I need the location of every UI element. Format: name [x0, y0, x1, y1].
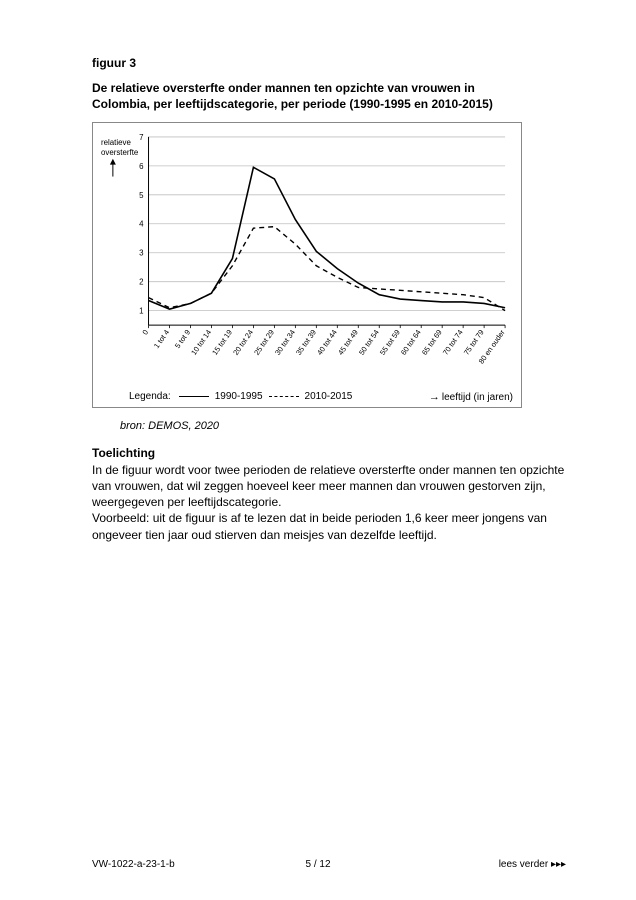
svg-text:3: 3 [139, 249, 144, 258]
figure-label: figuur 3 [92, 56, 566, 70]
footer-page-number: 5 / 12 [305, 859, 330, 870]
svg-text:relatieve: relatieve [101, 138, 131, 147]
legend-series-2: 2010-2015 [305, 391, 353, 402]
x-axis-label-text: leeftijd (in jaren) [442, 392, 513, 403]
svg-text:4: 4 [139, 220, 144, 229]
page: figuur 3 De relatieve oversterfte onder … [0, 0, 636, 900]
footer-arrows-icon: ▸▸▸ [551, 859, 566, 870]
svg-text:1: 1 [139, 307, 144, 316]
chart-legend: Legenda: 1990-1995 2010-2015 →leeftijd (… [99, 387, 515, 405]
svg-text:oversterfte: oversterfte [101, 148, 139, 157]
svg-text:5: 5 [139, 191, 144, 200]
svg-text:2: 2 [139, 278, 143, 287]
figure-title-line1: De relatieve oversterfte onder mannen te… [92, 81, 475, 95]
arrow-right-icon: → [429, 391, 440, 403]
legend-series-1: 1990-1995 [215, 391, 263, 402]
svg-text:7: 7 [139, 133, 143, 142]
footer-left: VW-1022-a-23-1-b [92, 859, 175, 870]
explanation-heading: Toelichting [92, 446, 566, 460]
figure-title-line2: Colombia, per leeftijdscategorie, per pe… [92, 97, 493, 111]
legend-swatch-dashed [269, 396, 299, 397]
explanation-body: In de figuur wordt voor twee perioden de… [92, 462, 566, 543]
figure-title: De relatieve oversterfte onder mannen te… [92, 80, 566, 112]
footer-right-text: lees verder [499, 859, 548, 870]
legend-swatch-solid [179, 396, 209, 397]
legend-label: Legenda: [129, 391, 171, 402]
line-chart: 123456701 tot 45 tot 910 tot 1415 tot 19… [99, 129, 515, 387]
footer-right: lees verder ▸▸▸ [499, 859, 566, 870]
chart-container: 123456701 tot 45 tot 910 tot 1415 tot 19… [92, 122, 522, 408]
page-footer: VW-1022-a-23-1-b 5 / 12 lees verder ▸▸▸ [0, 859, 636, 870]
x-axis-label: →leeftijd (in jaren) [429, 391, 513, 403]
svg-text:6: 6 [139, 162, 144, 171]
figure-source: bron: DEMOS, 2020 [120, 420, 566, 432]
